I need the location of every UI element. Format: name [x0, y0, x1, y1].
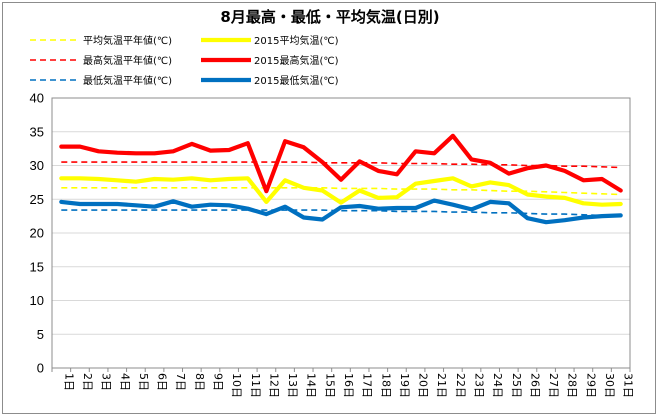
x-tick-label: 14日	[305, 373, 318, 398]
y-tick-label: 15	[30, 259, 44, 274]
x-tick-label: 17日	[361, 373, 374, 398]
series-line-4	[59, 133, 623, 194]
y-tick-label: 35	[30, 124, 44, 139]
x-tick-label: 15日	[323, 373, 336, 398]
x-tick-label: 10日	[230, 373, 243, 398]
y-tick-label: 25	[30, 192, 44, 207]
x-tick-label: 3日	[100, 373, 113, 391]
y-tick-label: 20	[30, 226, 44, 241]
x-tick-label: 4日	[118, 373, 131, 391]
x-tick-label: 26日	[528, 373, 541, 398]
x-tick-label: 18日	[379, 373, 392, 398]
x-tick-label: 2日	[81, 373, 94, 391]
x-tick-label: 29日	[584, 373, 597, 398]
x-tick-label: 12日	[267, 373, 280, 398]
chart-frame	[2, 2, 656, 414]
legend-label: 2015最高気温(℃)	[254, 54, 339, 67]
x-tick-label: 20日	[417, 373, 430, 398]
legend-label: 平均気温平年値(℃)	[83, 34, 172, 47]
x-tick-label: 21日	[435, 373, 448, 398]
x-tick-label: 9日	[211, 373, 224, 391]
x-tick-label: 22日	[454, 373, 467, 398]
x-tick-label: 5日	[137, 373, 150, 391]
x-tick-label: 31日	[622, 373, 635, 398]
x-tick-label: 24日	[491, 373, 504, 398]
x-tick-label: 19日	[398, 373, 411, 398]
x-tick-label: 16日	[342, 373, 355, 398]
x-tick-label: 30日	[603, 373, 616, 398]
x-tick-label: 7日	[174, 373, 187, 391]
series-line-5	[61, 209, 621, 217]
y-tick-label: 0	[37, 361, 44, 376]
y-tick-label: 10	[30, 293, 44, 308]
x-tick-label: 6日	[156, 373, 169, 391]
legend-label: 2015最低気温(℃)	[254, 74, 339, 87]
chart-title: 8月最高・最低・平均気温(日別)	[220, 8, 440, 26]
series-line-3	[61, 161, 621, 169]
x-tick-label: 1日	[62, 373, 75, 391]
x-tick-label: 23日	[473, 373, 486, 398]
x-tick-label: 8日	[193, 373, 206, 391]
x-tick-label: 25日	[510, 373, 523, 398]
legend-label: 2015平均気温(℃)	[254, 34, 339, 47]
plot-area	[51, 97, 631, 369]
legend-label: 最低気温平年値(℃)	[83, 74, 172, 87]
x-tick-label: 27日	[547, 373, 560, 398]
series-line-2	[59, 176, 623, 207]
x-tick-label: 28日	[566, 373, 579, 398]
x-tick-label: 11日	[249, 373, 262, 398]
legend-label: 最高気温平年値(℃)	[83, 54, 172, 67]
y-tick-label: 30	[30, 158, 44, 173]
series-line-1	[61, 187, 621, 196]
y-tick-label: 40	[30, 91, 44, 106]
y-tick-label: 5	[37, 327, 44, 342]
x-tick-label: 13日	[286, 373, 299, 398]
series-line-6	[59, 198, 623, 225]
